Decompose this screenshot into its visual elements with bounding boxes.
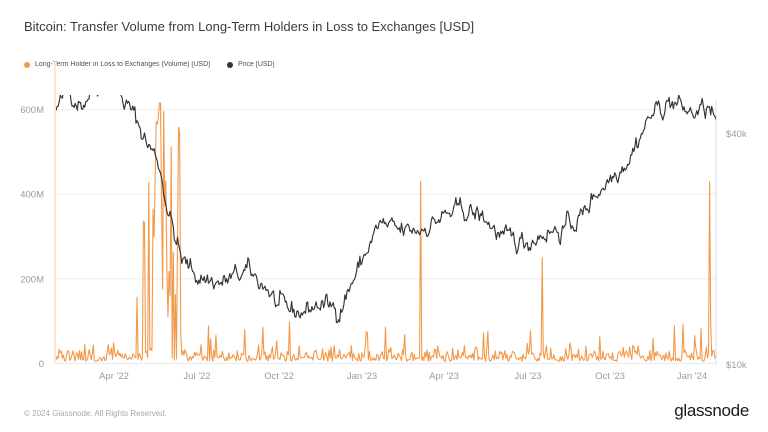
- svg-text:200M: 200M: [20, 274, 44, 285]
- svg-text:Jul '22: Jul '22: [183, 371, 210, 382]
- svg-text:Apr '23: Apr '23: [429, 371, 459, 382]
- svg-text:$10k: $10k: [726, 360, 747, 371]
- svg-text:0: 0: [39, 359, 44, 370]
- svg-text:Apr '22: Apr '22: [99, 371, 129, 382]
- svg-text:Jul '23: Jul '23: [514, 371, 541, 382]
- svg-text:Jan '23: Jan '23: [347, 371, 377, 382]
- svg-text:$40k: $40k: [726, 129, 747, 140]
- svg-text:600M: 600M: [20, 105, 44, 116]
- svg-text:Jan '24: Jan '24: [677, 371, 707, 382]
- svg-text:400M: 400M: [20, 190, 44, 201]
- svg-text:Oct '23: Oct '23: [595, 371, 625, 382]
- svg-text:Oct '22: Oct '22: [264, 371, 294, 382]
